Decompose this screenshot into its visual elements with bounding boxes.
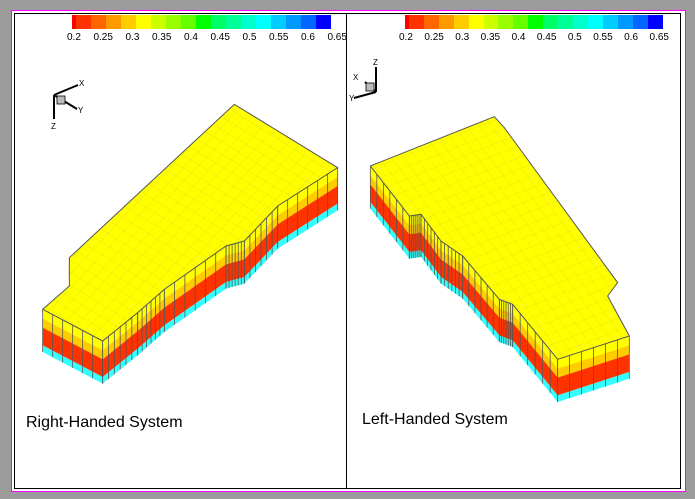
colorbar-tick-label: 0.2: [399, 32, 413, 43]
colorbar: [72, 15, 332, 29]
top-surface: [41, 103, 339, 342]
colorbar-tick-label: 0.4: [511, 32, 526, 43]
colorbar-tick-label: 0.35: [480, 32, 501, 43]
colorbar-swatch: [438, 15, 454, 29]
axis-label-y: Y: [349, 94, 355, 103]
colorbar-swatch: [240, 15, 256, 29]
colorbar-swatch: [588, 15, 604, 29]
colorbar-swatch: [255, 15, 271, 29]
colorbar-swatch: [573, 15, 589, 29]
colorbar-tick-label: 0.65: [327, 32, 347, 43]
axis-cube-icon: [365, 82, 375, 92]
colorbar-swatch: [618, 15, 634, 29]
caption: Left-Handed System: [362, 411, 508, 428]
axis-label-y: Y: [78, 106, 84, 115]
axis-label-z: Z: [373, 58, 378, 67]
colorbar-tick-label: 0.35: [151, 32, 172, 43]
axis-label-x: X: [353, 73, 359, 82]
colorbar-swatch: [558, 15, 574, 29]
colorbar-swatch: [647, 15, 663, 29]
colorbar-tick-label: 0.45: [536, 32, 557, 43]
colorbar-swatch: [543, 15, 559, 29]
colorbar-tick-label: 0.25: [93, 32, 113, 43]
axis-line: [53, 84, 79, 96]
colorbar-swatch: [316, 15, 332, 29]
colorbar-swatch: [468, 15, 484, 29]
colorbar-swatch: [483, 15, 499, 29]
colorbar-swatch: [150, 15, 166, 29]
colorbar: [405, 15, 663, 29]
colorbar-swatch: [90, 15, 106, 29]
colorbar-swatch: [633, 15, 648, 29]
side-layer: [102, 167, 338, 351]
colorbar-swatch: [528, 15, 544, 29]
colorbar-tick-label: 0.25: [424, 32, 444, 43]
grid-model-view: X Y Z: [41, 79, 339, 384]
colorbar-tick-label: 0.3: [125, 32, 140, 43]
colorbar-swatch: [75, 15, 91, 29]
side-layer: [102, 186, 338, 377]
colorbar-swatch: [105, 15, 121, 29]
colorbar-swatch: [513, 15, 529, 29]
colorbar-swatch: [603, 15, 619, 29]
colorbar-swatch: [210, 15, 226, 29]
colorbar-swatch: [165, 15, 181, 29]
axis-line: [353, 91, 377, 99]
colorbar-swatch: [498, 15, 514, 29]
axis-cube-icon: [56, 95, 66, 105]
colorbar-tick-label: 0.3: [455, 32, 470, 43]
colorbar-tick-label: 0.4: [184, 32, 198, 43]
side-layer: [102, 177, 338, 360]
colorbar-tick-label: 0.5: [567, 32, 582, 43]
colorbar-ticks: 0.2 0.25 0.3 0.35 0.4 0.45 0.5 0.55 0.6 0.65: [67, 32, 347, 43]
colorbar-swatch: [120, 15, 136, 29]
colorbar-tick-label: 0.55: [268, 32, 289, 43]
colorbar-swatch: [300, 15, 316, 29]
colorbar-tick-label: 0.2: [67, 32, 81, 43]
colorbar-swatch: [135, 15, 151, 29]
colorbar-ticks: 0.2 0.25 0.3 0.35 0.4 0.45 0.5 0.55 0.6 0.65: [399, 32, 669, 43]
colorbar-tick-label: 0.5: [242, 32, 257, 43]
colorbar-swatch: [285, 15, 301, 29]
colorbar-swatch: [180, 15, 196, 29]
colorbar-swatch: [405, 15, 409, 29]
colorbar-tick-label: 0.65: [649, 32, 669, 43]
colorbar-swatch: [408, 15, 424, 29]
side-layer: [102, 203, 338, 384]
axis-label-x: X: [79, 79, 85, 88]
colorbar-swatch: [72, 15, 76, 29]
axis-label-z: Z: [51, 122, 56, 131]
caption: Right-Handed System: [26, 414, 183, 431]
colorbar-swatch: [195, 15, 211, 29]
colorbar-tick-label: 0.45: [210, 32, 230, 43]
colorbar-swatch: [270, 15, 286, 29]
colorbar-tick-label: 0.55: [593, 32, 613, 43]
colorbar-swatch: [453, 15, 469, 29]
colorbar-tick-label: 0.6: [624, 32, 639, 43]
colorbar-swatch: [423, 15, 439, 29]
colorbar-swatch: [225, 15, 241, 29]
grid-model-view: Z Y X: [349, 58, 631, 402]
top-surface: [369, 116, 631, 360]
colorbar-tick-label: 0.6: [301, 32, 315, 43]
